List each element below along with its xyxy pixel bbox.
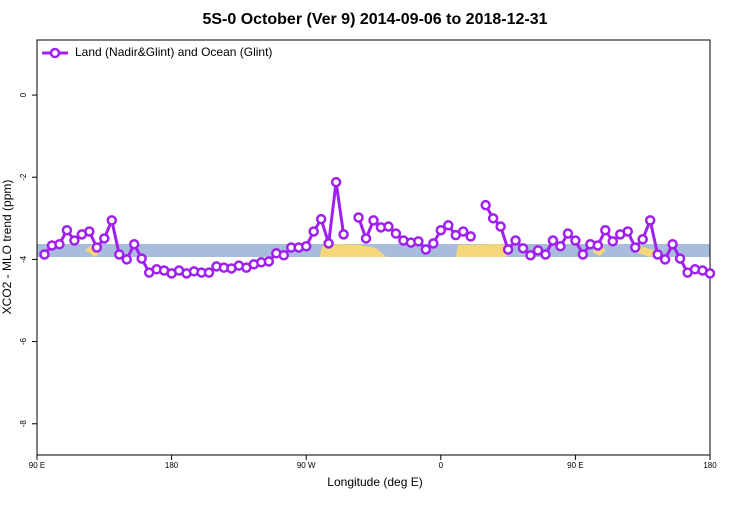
data-point (465, 231, 476, 242)
y-tick-label: -4 (19, 255, 28, 263)
chart-title: 5S-0 October (Ver 9) 2014-09-06 to 2018-… (202, 11, 547, 28)
data-point (652, 249, 663, 260)
data-point (607, 236, 619, 247)
data-point (637, 234, 648, 245)
data-point (136, 253, 147, 264)
data-point (69, 235, 80, 246)
data-point (420, 244, 432, 255)
data-point (390, 228, 402, 239)
data-point (517, 243, 529, 254)
data-point (547, 235, 559, 246)
legend-label: Land (Nadir&Glint) and Ocean (Glint) (75, 45, 272, 59)
data-point (39, 249, 50, 260)
data-point (278, 250, 290, 261)
data-point (540, 249, 551, 260)
data-point (577, 249, 589, 260)
data-point (487, 213, 499, 224)
x-tick-label: 90 W (297, 461, 316, 470)
data-point (704, 268, 716, 279)
data-point (495, 221, 506, 232)
data-point (659, 254, 671, 265)
data-point (114, 249, 125, 260)
data-point (428, 238, 439, 249)
data-point (338, 229, 349, 240)
data-point (480, 199, 491, 211)
data-point (323, 238, 334, 249)
data-point (667, 238, 678, 250)
data-point (592, 240, 604, 251)
y-axis-label: XCO2 - MLO trend (ppm) (0, 180, 14, 315)
data-point (106, 215, 118, 226)
x-axis-label: Longitude (deg E) (327, 475, 422, 489)
data-point (443, 220, 454, 231)
legend-marker (49, 47, 61, 59)
data-point (629, 242, 641, 253)
data-point (570, 235, 581, 246)
data-point (84, 226, 95, 237)
data-point (368, 215, 379, 226)
data-point (330, 176, 342, 188)
data-point (525, 250, 536, 261)
data-point (308, 226, 319, 237)
data-point (502, 244, 514, 255)
x-tick-label: 90 E (29, 461, 45, 470)
data-point (435, 224, 447, 236)
data-point (353, 212, 364, 223)
x-tick-label: 180 (703, 461, 717, 470)
data-point (300, 241, 312, 252)
data-point (263, 256, 275, 267)
x-tick-label: 0 (439, 461, 444, 470)
x-tick-label: 90 E (567, 461, 583, 470)
y-tick-label: -8 (19, 420, 28, 428)
y-tick-label: -2 (19, 173, 28, 181)
data-point (61, 224, 73, 236)
data-point (555, 241, 566, 252)
data-point (203, 267, 215, 278)
x-tick-label: 180 (165, 461, 179, 470)
data-point (600, 224, 611, 236)
y-tick-label: -6 (19, 337, 28, 345)
data-point (383, 221, 394, 232)
data-point (457, 226, 469, 237)
data-point (99, 233, 110, 244)
plot-frame (36, 39, 711, 456)
data-point (413, 236, 424, 247)
data-point (128, 238, 140, 250)
data-point (91, 242, 103, 253)
data-point (622, 226, 633, 237)
data-point (315, 213, 327, 225)
data-point (532, 245, 544, 256)
data-point (674, 253, 686, 264)
data-point (121, 254, 132, 265)
data-point (510, 235, 521, 246)
y-tick-label: 0 (19, 92, 28, 97)
data-point (644, 215, 656, 226)
data-point (562, 228, 574, 239)
data-point (360, 233, 372, 244)
data-point (54, 238, 65, 250)
